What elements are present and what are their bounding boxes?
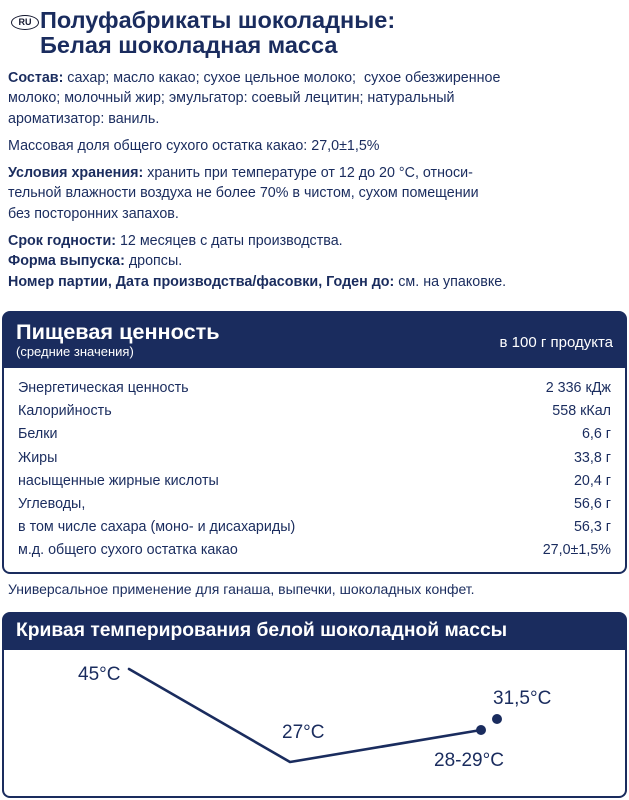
svg-text:27°C: 27°C [282,722,324,743]
svg-text:31,5°C: 31,5°C [493,688,551,709]
svg-text:28-29°C: 28-29°C [434,750,504,771]
svg-text:45°C: 45°C [78,664,120,685]
